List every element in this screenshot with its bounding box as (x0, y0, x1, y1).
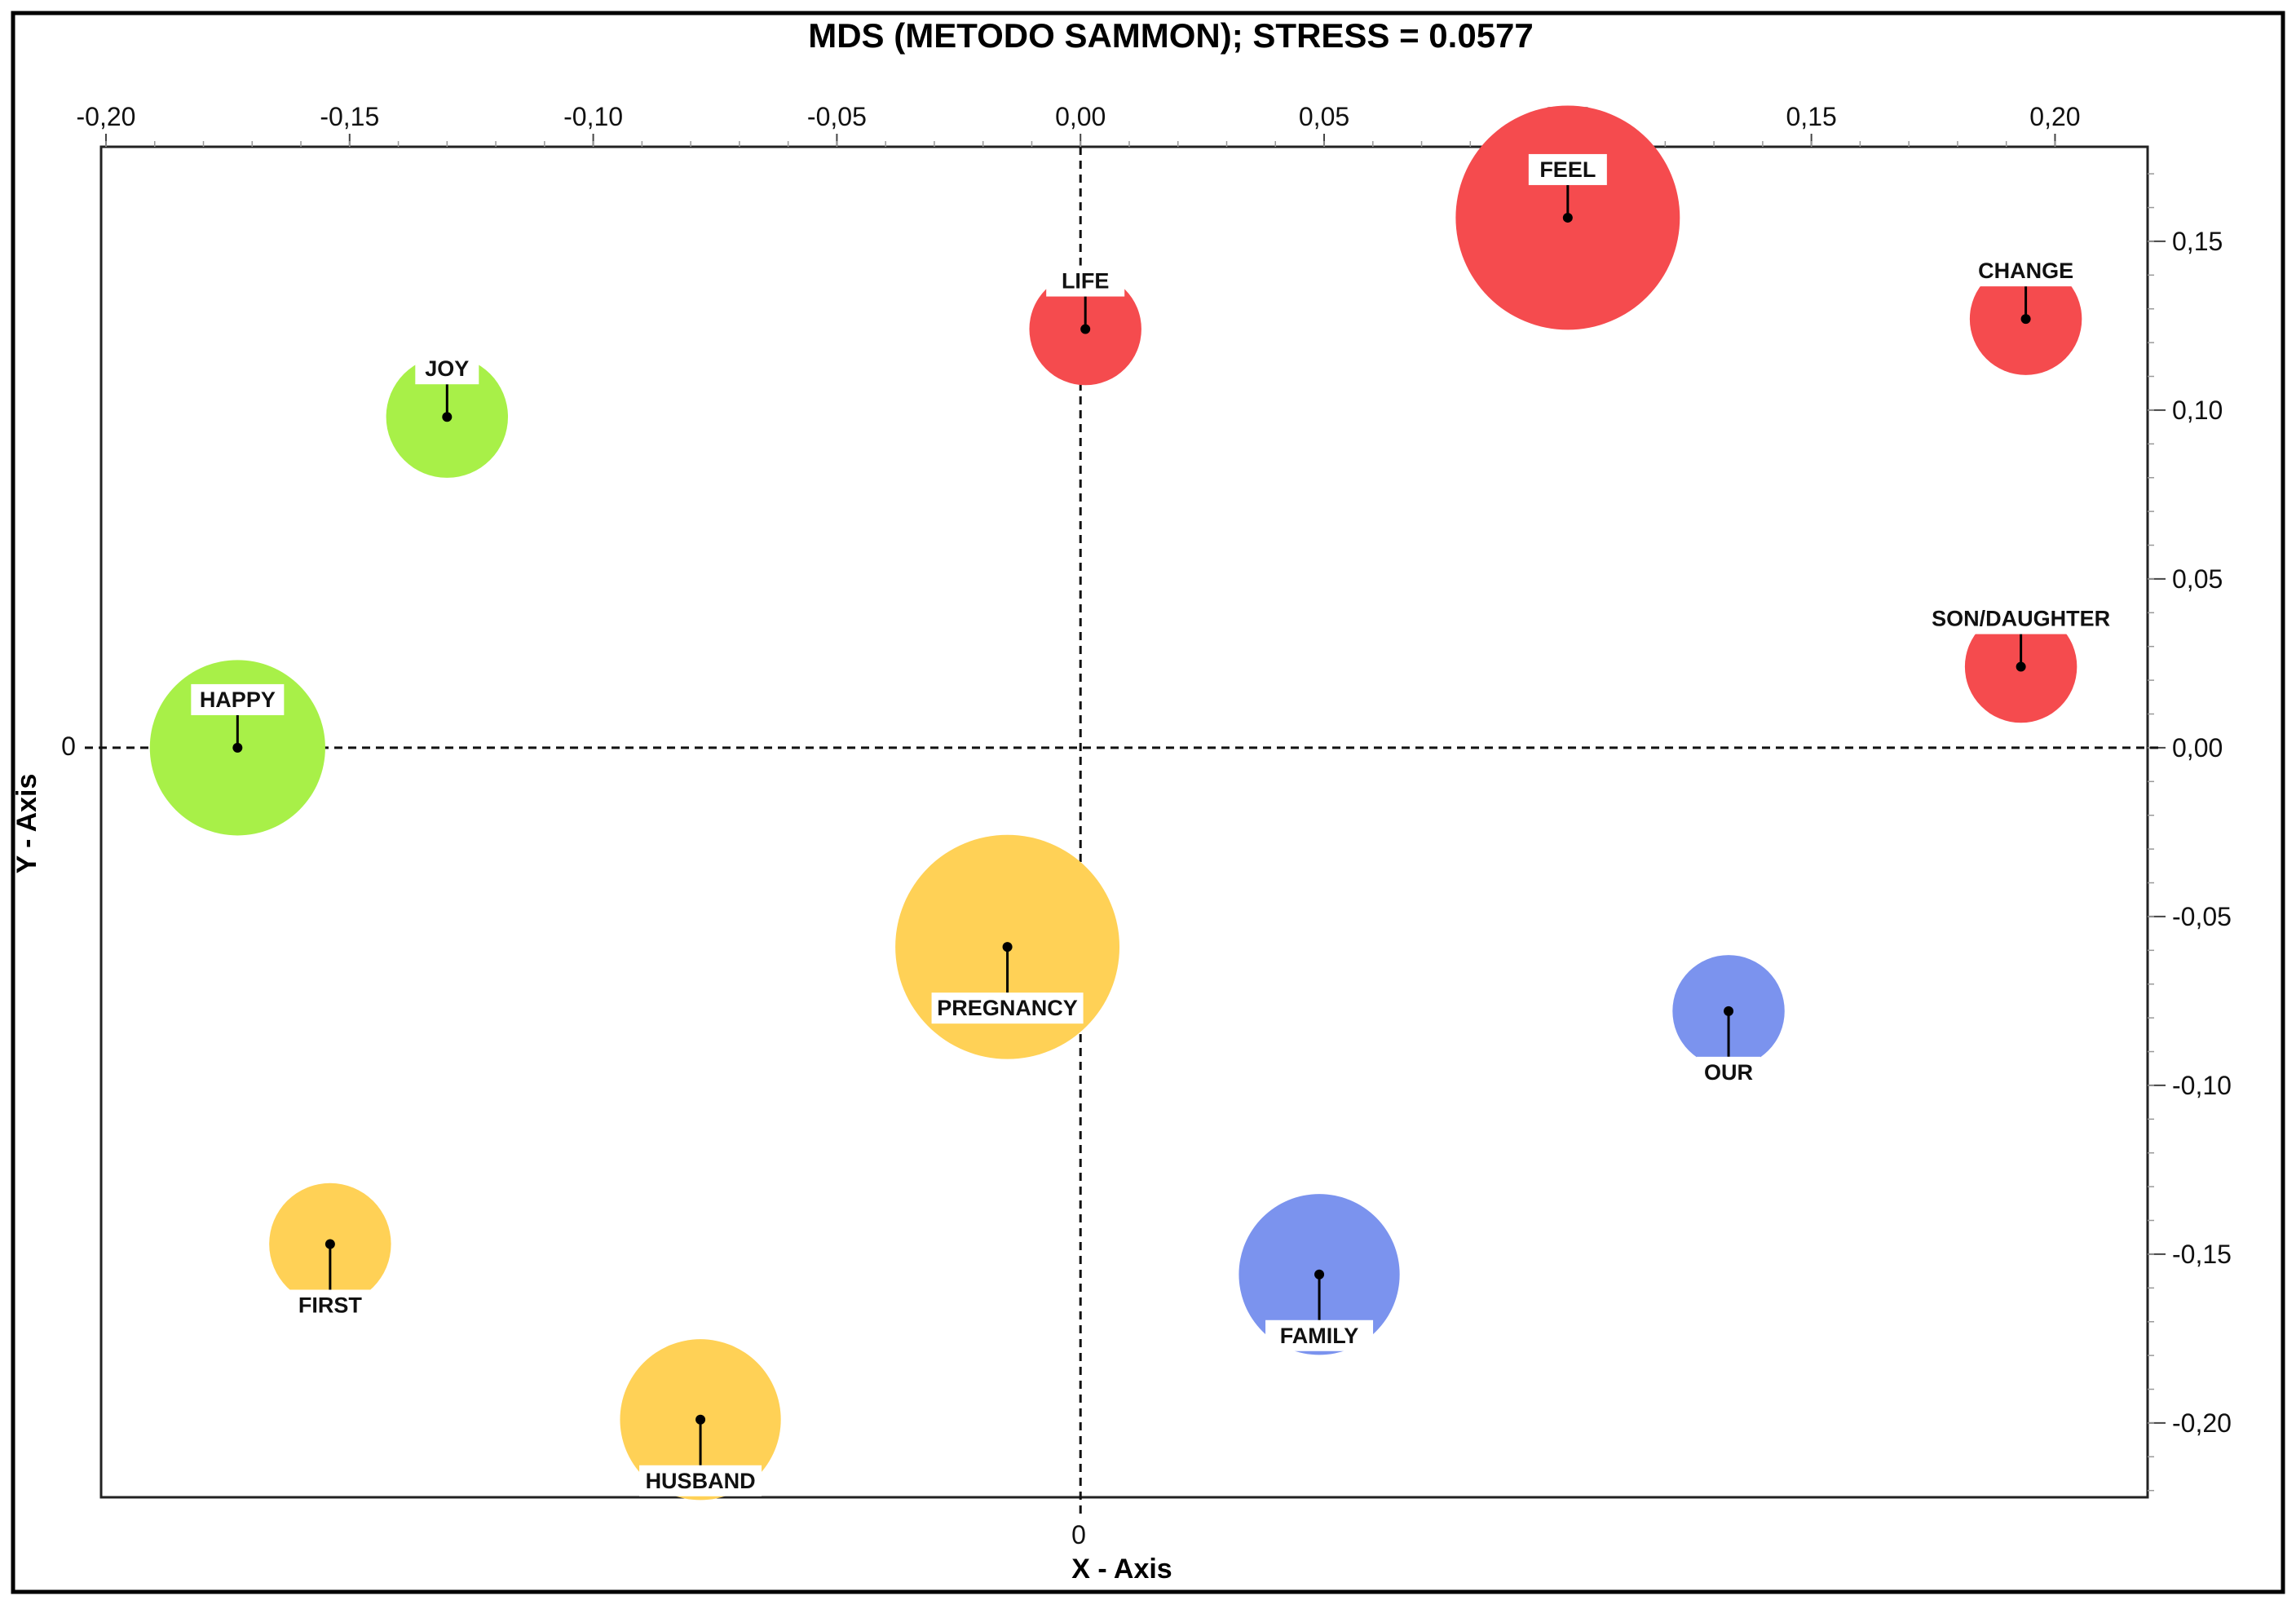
y-tick-label: -0,20 (2172, 1408, 2232, 1438)
y-tick-label: 0,15 (2172, 227, 2223, 256)
x-tick-label: 0,00 (1055, 102, 1106, 131)
bubble-center-dot (2020, 314, 2031, 325)
chart-title: MDS (METODO SAMMON); STRESS = 0.0577 (808, 16, 1534, 55)
bubble-label: FIRST (298, 1293, 363, 1318)
bubble-label-bg (1697, 1056, 1761, 1088)
bubble-life: LIFE (1029, 265, 1141, 386)
bubble-center-dot (1724, 1006, 1734, 1016)
bubble-label: PREGNANCY (937, 996, 1078, 1020)
bubble-label-bg (283, 1289, 377, 1321)
bubble-label: HAPPY (200, 687, 276, 712)
tick-layer: -0,20 -0,15 -0,10 -0,05 0,00 0,05 0,10 0,15 0,20… (77, 102, 2232, 1492)
bubble-family: FAMILY (1239, 1194, 1400, 1355)
bubble-feel: FEEL (1455, 105, 1680, 330)
bubble-label-bg (191, 683, 285, 715)
x-tick-label: 0,15 (1786, 102, 1837, 131)
bubble-center-dot (1314, 1269, 1325, 1280)
bubble-our: OUR (1672, 955, 1785, 1088)
y-zero-label: 0 (61, 732, 76, 761)
x-tick-label: -0,05 (807, 102, 867, 131)
bubble-center-dot (442, 412, 453, 422)
bubble-center-dot (1562, 212, 1573, 223)
bubble-label-bg (415, 353, 479, 385)
bubble-label: CHANGE (1978, 259, 2073, 283)
y-tick-label: -0,05 (2172, 902, 2232, 931)
bubble-layer: FEEL LIFE CHANGE SON/DAUGHTER JOY HAPPY PREGNA… (149, 105, 2119, 1501)
bubble-first: FIRST (269, 1182, 391, 1321)
bubble-label: LIFE (1062, 269, 1110, 294)
bubble-happy: HAPPY (149, 660, 325, 836)
y-tick-label: 0,00 (2172, 733, 2223, 763)
bubble-center-dot (2016, 661, 2026, 672)
bubble-label-bg (1046, 265, 1125, 297)
x-tick-label: 0,20 (2029, 102, 2080, 131)
bubble-center-dot (1002, 942, 1013, 953)
outer-border (11, 11, 2285, 1594)
bubble-label: OUR (1704, 1060, 1753, 1085)
x-zero-label: 0 (1071, 1520, 1086, 1549)
bubble-center-dot (1080, 324, 1091, 334)
bubble-joy: JOY (386, 353, 509, 478)
x-tick-label: -0,10 (563, 102, 623, 131)
bubble-change: CHANGE (1969, 255, 2082, 375)
bubble-husband: HUSBAND (620, 1339, 781, 1501)
x-axis-label: X - Axis (1071, 1554, 1172, 1585)
y-axis-label: Y - Axis (11, 774, 42, 874)
bubble-label: FEEL (1539, 157, 1596, 182)
y-tick-label: -0,15 (2172, 1240, 2232, 1269)
y-tick-label: -0,10 (2172, 1071, 2232, 1100)
bubble-label-bg (931, 992, 1084, 1024)
bubble-pregnancy: PREGNANCY (895, 834, 1120, 1059)
bubble-label: JOY (425, 356, 469, 381)
bubble-label-bg (1971, 255, 2080, 287)
x-tick-label: -0,15 (320, 102, 379, 131)
bubble-center-dot (232, 742, 243, 753)
bubble-label-bg (639, 1465, 762, 1496)
y-tick-label: 0,10 (2172, 396, 2223, 425)
bubble-label-bg (1528, 153, 1607, 185)
bubble-son-daughter: SON/DAUGHTER (1923, 603, 2119, 723)
bubble-label-bg (1265, 1319, 1374, 1351)
y-tick-label: 0,05 (2172, 564, 2223, 594)
bubble-center-dot (325, 1239, 335, 1249)
bubble-label: FAMILY (1280, 1324, 1359, 1348)
bubble-label: HUSBAND (646, 1469, 756, 1493)
bubble-label: SON/DAUGHTER (1932, 607, 2110, 631)
bubble-center-dot (695, 1414, 706, 1425)
bubble-label-bg (1923, 603, 2119, 634)
x-tick-label: -0,20 (77, 102, 136, 131)
x-tick-label: 0,05 (1299, 102, 1349, 131)
